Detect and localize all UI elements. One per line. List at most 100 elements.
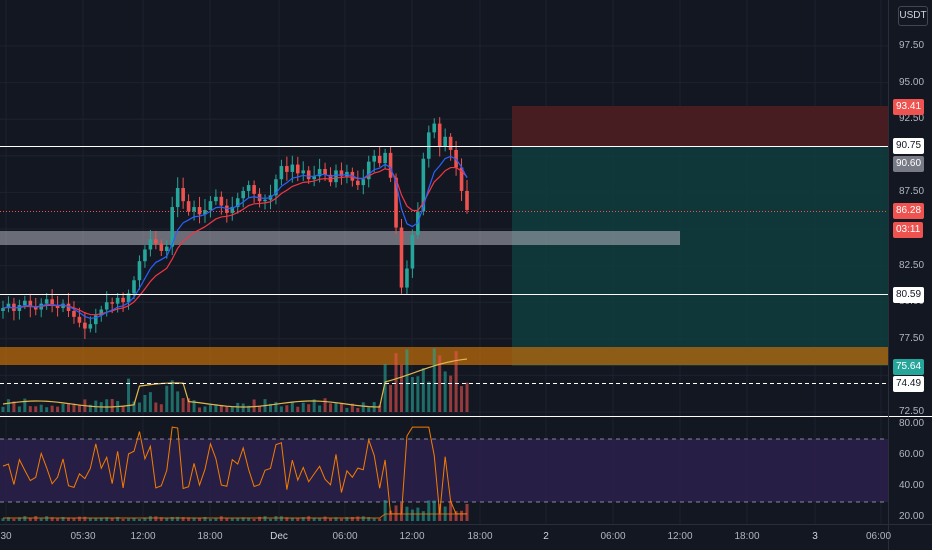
volume-bar <box>12 401 16 412</box>
volume-bar <box>389 384 393 412</box>
rsi-ma-line <box>3 513 467 519</box>
candle-body <box>154 239 158 244</box>
volume-bar <box>285 405 289 412</box>
rsi-volume-bar <box>285 517 289 521</box>
rsi-volume-bar <box>165 517 169 521</box>
price-tick-label: 82.50 <box>899 259 925 271</box>
candle-body <box>132 280 136 294</box>
volume-bar <box>399 364 403 412</box>
candle-body <box>164 246 169 251</box>
take-profit-zone[interactable] <box>512 146 888 366</box>
volume-ma-line <box>2 358 468 408</box>
candle-body <box>50 299 54 306</box>
candle-body <box>410 234 415 269</box>
rsi-volume-bar <box>427 500 431 521</box>
candle-body <box>214 196 218 202</box>
time-tick-label: 18:00 <box>734 531 760 542</box>
ema-fast-line <box>2 155 468 320</box>
candle-body <box>143 249 147 262</box>
entry-price-label: 86.28 <box>893 203 925 219</box>
volume-bar <box>410 377 414 412</box>
candle-body <box>28 300 33 307</box>
volume-bar <box>421 368 425 412</box>
gray-zone[interactable] <box>0 231 680 245</box>
volume-bar <box>465 382 469 412</box>
volume-bar <box>148 392 152 412</box>
volume-bar <box>432 348 436 412</box>
time-tick-label: 12:00 <box>399 531 425 542</box>
candle-body <box>88 324 93 329</box>
last-price-label: 90.60 <box>893 156 925 172</box>
rsi-volume-bar <box>432 500 436 521</box>
rsi-volume-bar <box>214 518 218 521</box>
candle-body <box>383 152 387 164</box>
rsi-volume-bar <box>77 516 81 521</box>
rsi-volume-bar <box>187 517 191 521</box>
candle-body <box>99 309 104 316</box>
volume-bar <box>214 404 218 412</box>
rsi-volume-bar <box>34 516 38 521</box>
volume-bar <box>416 376 420 412</box>
price-tick-label: 87.50 <box>899 186 925 198</box>
candle-body <box>290 164 295 172</box>
rsi-volume-bar <box>88 517 92 521</box>
rsi-volume-bar <box>274 516 278 521</box>
currency-button[interactable]: USDT <box>898 6 928 26</box>
candle-body <box>443 136 447 148</box>
volume-bar <box>279 406 283 412</box>
rsi-volume-bar <box>307 516 311 521</box>
candle-body <box>186 201 191 212</box>
rsi-volume-bar <box>72 518 76 521</box>
volume-bar <box>394 353 398 412</box>
volume-bar <box>334 402 338 412</box>
rsi-volume-bar <box>23 516 27 521</box>
volume-bar <box>296 406 300 412</box>
candle-body <box>448 136 453 150</box>
candle-body <box>361 179 366 186</box>
rsi-volume-bar <box>208 518 212 521</box>
volume-bar <box>454 351 458 412</box>
time-tick-label: 3 <box>812 531 818 542</box>
stop-loss-zone[interactable] <box>512 106 888 146</box>
volume-bar <box>378 405 382 412</box>
candle-body <box>432 123 437 133</box>
rsi-tick-label: 80.00 <box>899 418 925 429</box>
rsi-volume-bar <box>367 517 371 521</box>
candle-body <box>334 170 338 183</box>
candle-body <box>230 207 235 213</box>
rsi-volume-bar <box>192 517 196 521</box>
rsi-volume-bar <box>61 516 65 521</box>
rsi-volume-bar <box>116 517 120 521</box>
candle-body <box>405 268 409 288</box>
volume-bar <box>72 403 76 412</box>
volume-bar <box>39 404 43 412</box>
volume-bar <box>105 399 109 412</box>
rsi-volume-bar <box>39 518 43 521</box>
volume-bar <box>252 399 256 412</box>
time-tick-label: 12:00 <box>667 531 693 542</box>
volume-bar <box>312 399 316 412</box>
volume-bar <box>350 403 354 412</box>
candle-body <box>465 190 469 210</box>
rsi-volume-bar <box>170 516 174 521</box>
volume-bar <box>230 407 234 412</box>
volume-bar <box>203 406 207 412</box>
candle-body <box>77 316 82 323</box>
volume-bar <box>50 405 54 412</box>
rsi-volume-bar <box>421 511 425 521</box>
rsi-volume-bar <box>176 516 180 521</box>
volume-bar <box>121 406 125 412</box>
candle-body <box>301 170 306 174</box>
bar-countdown-label: 03:11 <box>893 222 924 238</box>
volume-bar <box>181 398 185 412</box>
rsi-volume-bar <box>1 518 5 521</box>
volume-bar <box>159 404 163 412</box>
orange-demand-zone[interactable] <box>0 347 888 365</box>
rsi-volume-bar <box>410 509 414 521</box>
rsi-volume-bar <box>454 511 458 521</box>
volume-bar <box>449 375 453 412</box>
candle-body <box>219 196 224 206</box>
candle-body <box>12 303 16 311</box>
volume-bar <box>225 406 229 412</box>
